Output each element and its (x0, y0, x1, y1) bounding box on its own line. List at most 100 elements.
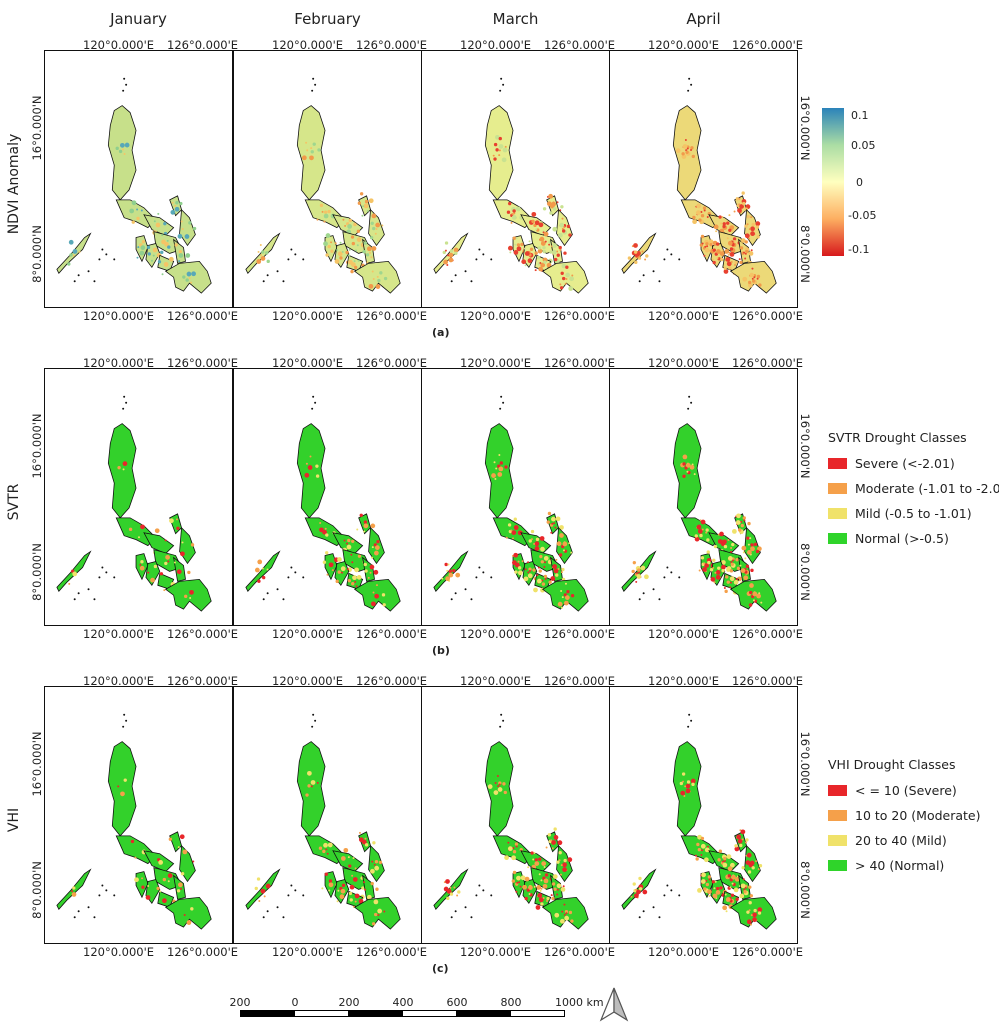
lat-label-right-south: 8°0.000'N (798, 543, 812, 601)
pixel-anomaly (700, 843, 706, 849)
philippines-map (621, 713, 777, 930)
pixel-anomaly (181, 541, 184, 544)
lon-label-top-left: 120°0.000'E (272, 38, 344, 52)
pixel-anomaly (734, 876, 740, 882)
pixel-anomaly (755, 221, 761, 227)
pixel-anomaly (527, 258, 533, 264)
small-island (123, 77, 126, 80)
pixel-anomaly (370, 221, 374, 225)
pixel-anomaly (369, 564, 375, 570)
pixel-anomaly (542, 896, 545, 899)
pixel-anomaly (531, 211, 537, 217)
pixel-anomaly (261, 567, 264, 570)
pixel-anomaly (494, 477, 497, 480)
pixel-anomaly (352, 857, 355, 860)
pixel-anomaly (715, 242, 720, 246)
map-panel-ndvi-april (609, 50, 798, 308)
pixel-anomaly (748, 228, 751, 231)
pixel-anomaly (697, 834, 702, 840)
pixel-anomaly (178, 249, 183, 254)
pixel-anomaly (543, 866, 546, 868)
pixel-anomaly (739, 893, 745, 899)
pixel-anomaly (305, 462, 308, 465)
pixel-anomaly (134, 877, 139, 883)
small-island (125, 719, 128, 722)
pixel-anomaly (748, 603, 753, 607)
row-label-vhi: VHI (6, 807, 22, 833)
lon-label-top-right: 126°0.000'E (167, 674, 239, 688)
pixel-anomaly (726, 854, 732, 859)
pixel-anomaly (356, 244, 359, 247)
pixel-anomaly (530, 851, 534, 855)
pixel-anomaly (347, 856, 350, 859)
pixel-anomaly (725, 257, 731, 262)
pixel-anomaly (124, 142, 130, 148)
svtr-legend-label: Normal (>-0.5) (855, 531, 949, 546)
vhi-legend-item: > 40 (Normal) (828, 858, 980, 873)
pixel-anomaly (375, 228, 378, 231)
pixel-anomaly (260, 256, 266, 261)
pixel-anomaly (540, 879, 543, 882)
pixel-anomaly (344, 224, 347, 227)
pixel-anomaly (750, 546, 755, 552)
pixel-anomaly (715, 886, 720, 891)
pixel-anomaly (720, 257, 724, 262)
pixel-anomaly (560, 887, 566, 892)
pixel-anomaly (727, 253, 730, 256)
small-island (638, 916, 641, 919)
pixel-anomaly (161, 239, 166, 245)
pixel-anomaly (561, 227, 564, 230)
pixel-anomaly (744, 257, 747, 260)
small-island (482, 889, 485, 892)
pixel-anomaly (514, 243, 517, 246)
pixel-anomaly (301, 155, 307, 161)
lon-label-top-right: 126°0.000'E (544, 356, 616, 370)
small-island (87, 906, 90, 909)
pixel-anomaly (510, 529, 513, 532)
pixel-anomaly (553, 568, 559, 574)
pixel-anomaly (182, 849, 188, 855)
pixel-anomaly (261, 250, 265, 254)
pixel-anomaly (370, 881, 374, 886)
pixel-anomaly (749, 590, 753, 595)
pixel-anomaly (119, 142, 125, 148)
small-island (475, 576, 478, 579)
pixel-anomaly (343, 539, 346, 542)
pixel-anomaly (358, 898, 364, 904)
pixel-anomaly (549, 250, 553, 254)
map-panel-ndvi-february (233, 50, 422, 308)
pixel-anomaly (692, 219, 697, 225)
pixel-anomaly (557, 601, 563, 607)
pixel-anomaly (749, 894, 753, 898)
pixel-anomaly (507, 201, 512, 206)
lon-label-bottom-left: 120°0.000'E (272, 627, 344, 641)
pixel-anomaly (307, 784, 311, 788)
pixel-anomaly (312, 142, 316, 146)
pixel-anomaly (743, 575, 749, 581)
pixel-anomaly (544, 240, 547, 243)
pixel-anomaly (734, 260, 738, 265)
pixel-anomaly (372, 841, 376, 845)
pixel-anomaly (724, 893, 727, 896)
pixel-anomaly (698, 218, 702, 222)
pixel-anomaly (703, 857, 709, 863)
pixel-anomaly (744, 557, 747, 560)
pixel-anomaly (335, 579, 339, 584)
pixel-anomaly (368, 283, 374, 289)
month-header-april: April (686, 10, 721, 28)
small-island (262, 280, 265, 283)
pixel-anomaly (321, 210, 324, 213)
pixel-anomaly (552, 243, 557, 248)
pixel-anomaly (187, 570, 191, 575)
pixel-anomaly (369, 251, 372, 254)
vhi-moderate-swatch (828, 810, 847, 821)
pixel-anomaly (257, 250, 260, 253)
pixel-anomaly (366, 210, 369, 213)
small-island (123, 713, 126, 716)
small-island (302, 258, 305, 261)
pixel-anomaly (554, 912, 560, 918)
pixel-anomaly (638, 887, 643, 891)
pixel-anomaly (122, 468, 125, 471)
pixel-anomaly (374, 859, 379, 864)
pixel-anomaly (374, 912, 378, 917)
